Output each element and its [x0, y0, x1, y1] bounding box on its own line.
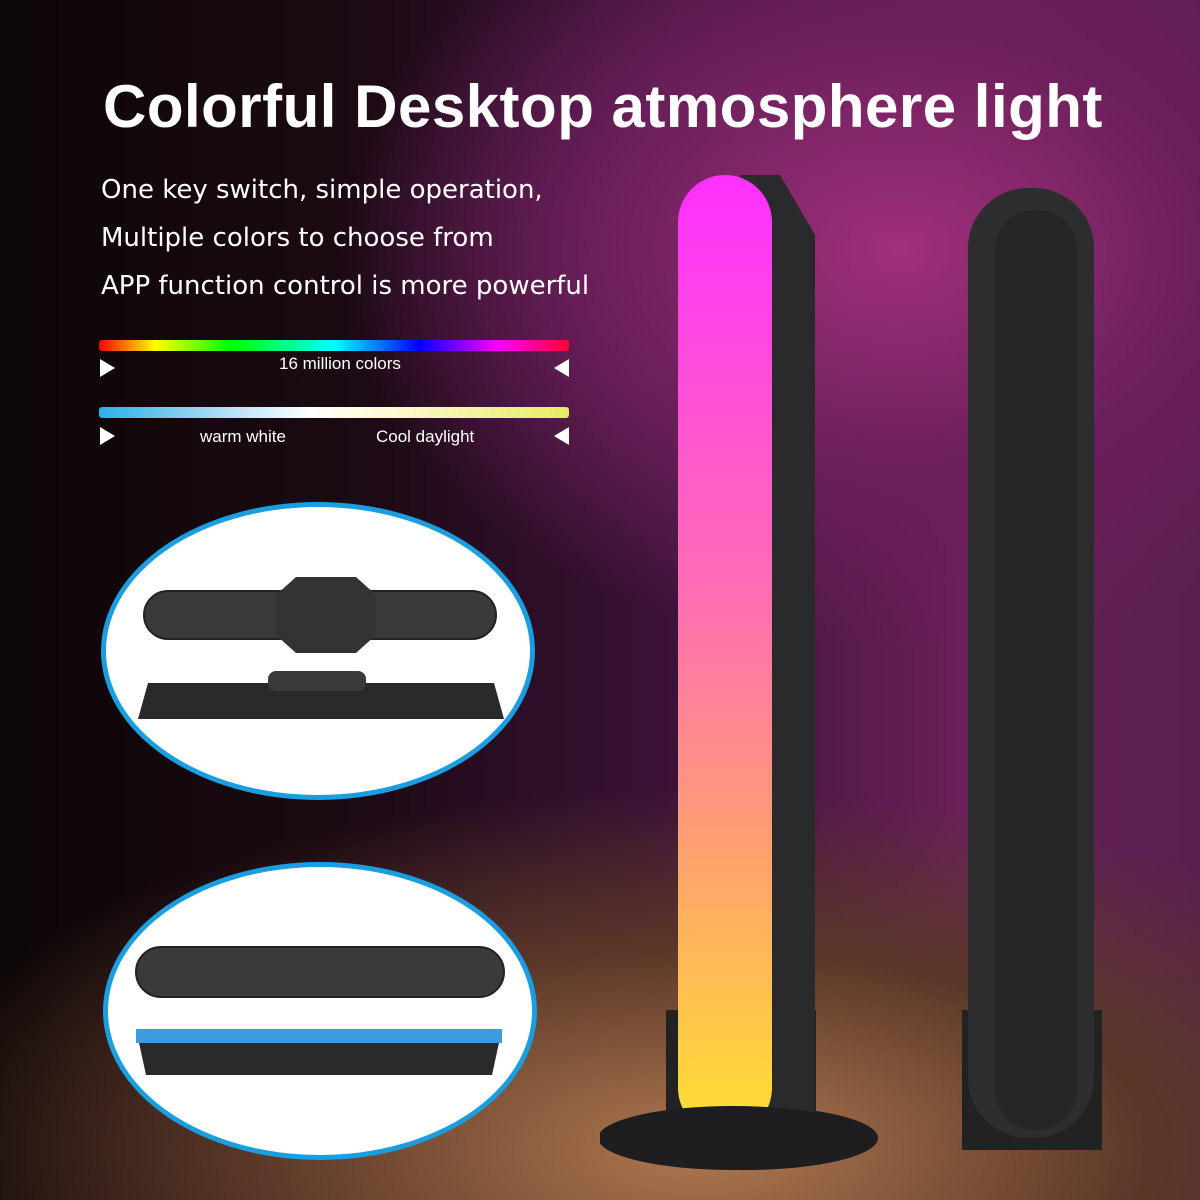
triangle-right-icon	[100, 427, 115, 445]
triangle-left-icon	[554, 359, 569, 377]
detail-oval-top	[101, 502, 535, 800]
feature-line: One key switch, simple operation,	[101, 175, 543, 205]
color-temperature-bar	[99, 407, 569, 418]
warm-white-label: warm white	[200, 427, 286, 446]
feature-line: Multiple colors to choose from	[101, 223, 494, 253]
detail-oval-bottom	[103, 862, 537, 1160]
page-title: Colorful Desktop atmosphere light	[103, 73, 1103, 140]
feature-line: APP function control is more powerful	[101, 271, 590, 301]
lamp-pair-image	[600, 175, 1102, 1170]
device-side-view-image	[135, 946, 505, 1075]
device-top-view-image	[138, 577, 504, 719]
cool-daylight-label: Cool daylight	[376, 427, 475, 446]
rgb-color-bar	[99, 340, 569, 351]
rgb-label: 16 million colors	[279, 354, 401, 373]
triangle-left-icon	[554, 427, 569, 445]
triangle-right-icon	[100, 359, 115, 377]
